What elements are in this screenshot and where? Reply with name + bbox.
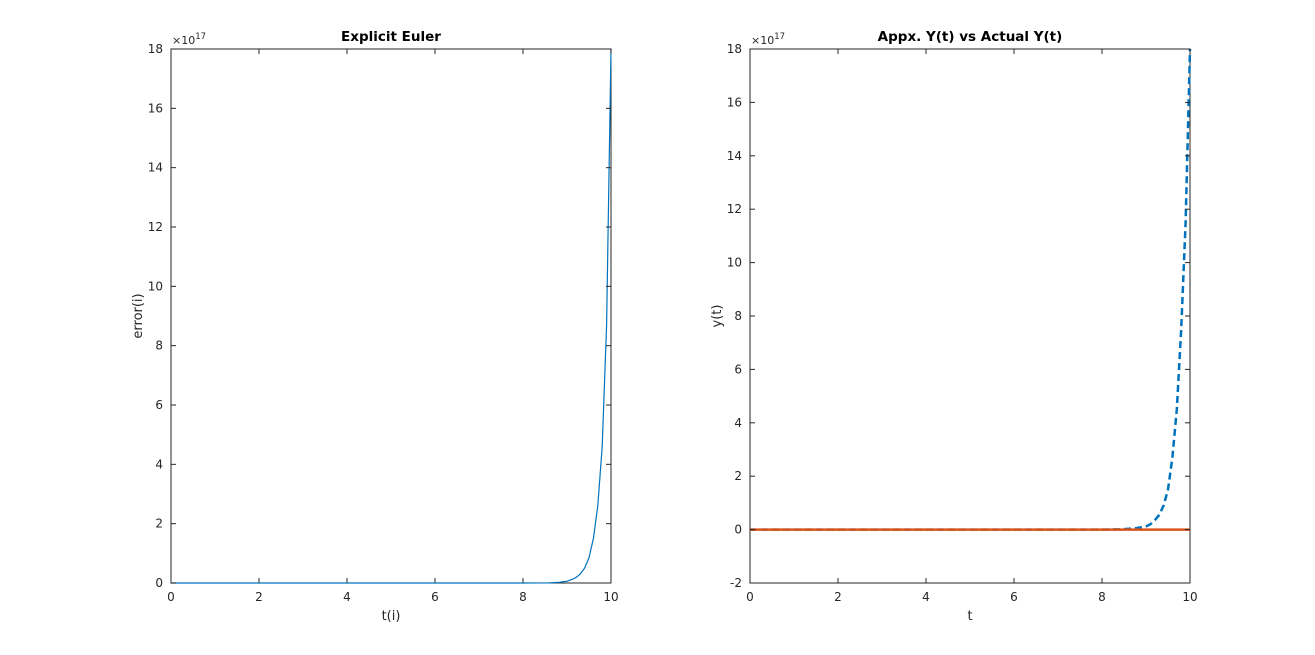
right-x-tick-label: 6 [1010,590,1018,604]
right-y-axis-label: y(t) [710,305,725,328]
left-y-tick-label: 16 [148,101,163,115]
left-y-tick-label: 10 [148,279,163,293]
left-x-tick-label: 4 [343,590,351,604]
right-y-exponent-power: 17 [774,32,785,42]
left-y-axis-label: error(i) [131,293,146,338]
right-x-axis-label: t [967,609,972,624]
left-y-tick-label: 6 [155,398,163,412]
right-y-tick-label: 16 [727,95,742,109]
left-series-group [171,48,612,584]
right-x-tick-label: 8 [1098,590,1106,604]
left-plot-area [170,48,612,584]
right-x-tick-label: 2 [834,590,842,604]
left-x-axis-label: t(i) [382,609,401,624]
right-series-0-line [750,48,1192,531]
left-x-tick-label: 2 [255,590,263,604]
right-x-ticks: 0 2 4 6 8 10 [746,49,1198,604]
left-x-ticks: 0 2 4 6 8 10 [167,49,619,604]
left-x-tick-label: 6 [431,590,439,604]
right-x-tick-label: 0 [746,590,754,604]
left-x-tick-label: 8 [519,590,527,604]
left-x-tick-label: 0 [167,590,175,604]
right-y-tick-label: 18 [727,42,742,56]
right-chart-title: Appx. Y(t) vs Actual Y(t) [878,29,1063,45]
right-y-exponent: ×1017 [751,32,785,47]
right-series-group [750,48,1192,531]
right-x-tick-label: 4 [922,590,930,604]
right-y-tick-label: 6 [734,362,742,376]
left-y-exponent: ×1017 [172,32,206,47]
right-x-tick-label: 10 [1182,590,1197,604]
right-y-tick-label: 14 [727,149,742,163]
right-y-tick-label: -2 [730,576,742,590]
left-series-0-line [171,48,612,584]
left-y-tick-label: 4 [155,457,163,471]
right-y-tick-label: 0 [734,523,742,537]
right-y-tick-label: 10 [727,256,742,270]
left-y-tick-label: 2 [155,517,163,531]
right-y-tick-label: 8 [734,309,742,323]
left-y-exponent-power: 17 [195,32,206,42]
right-y-tick-label: 4 [734,416,742,430]
right-plot-area [749,48,1191,584]
right-y-tick-label: 12 [727,202,742,216]
left-y-tick-label: 18 [148,42,163,56]
left-y-tick-label: 12 [148,220,163,234]
left-y-ticks: 0 2 4 6 8 10 12 14 16 18 [148,42,611,590]
right-y-tick-label: 2 [734,469,742,483]
left-y-tick-label: 0 [155,576,163,590]
left-y-tick-label: 8 [155,339,163,353]
left-axes: 0 2 4 6 8 10 0 2 4 6 8 10 12 14 16 18 Explicit Euler t… [131,29,619,624]
left-x-tick-label: 10 [603,590,618,604]
left-y-tick-label: 14 [148,161,163,175]
left-chart-title: Explicit Euler [341,29,441,45]
right-axes: 0 2 4 6 8 10 -2 0 2 4 6 8 10 12 14 16 18 Appx. Y(t) vs … [710,29,1198,624]
right-y-ticks: -2 0 2 4 6 8 10 12 14 16 18 [727,42,1190,590]
